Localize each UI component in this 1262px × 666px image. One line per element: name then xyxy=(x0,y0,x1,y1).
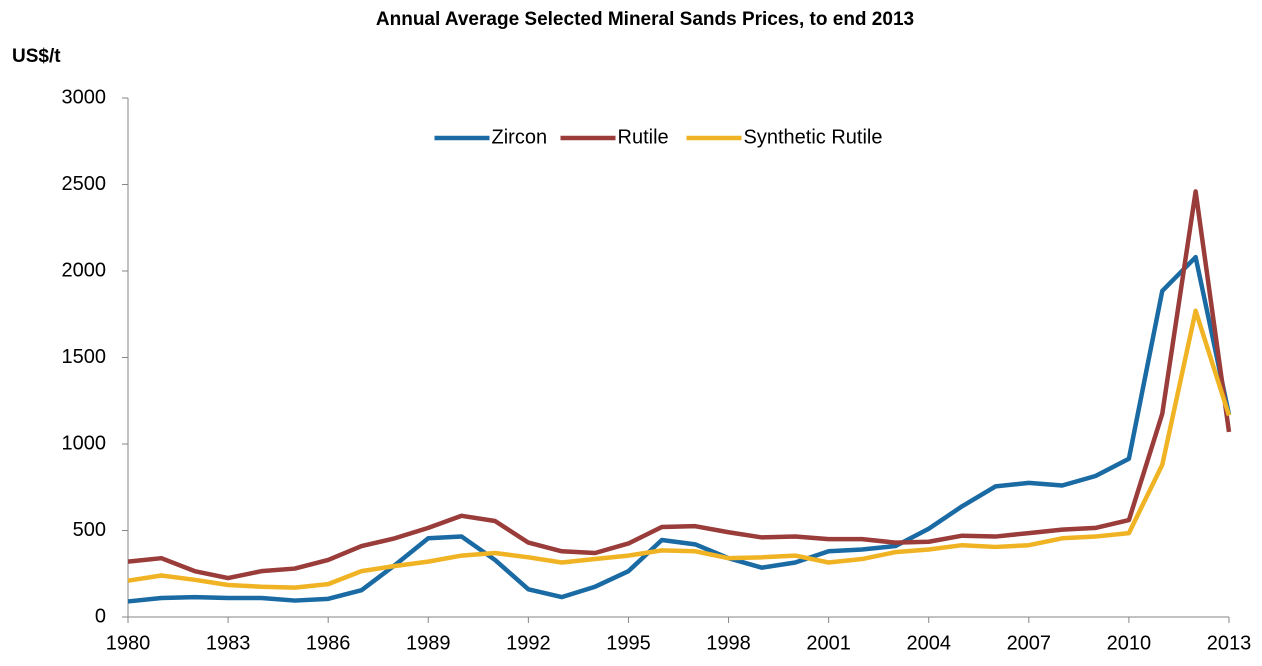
chart-title: Annual Average Selected Mineral Sands Pr… xyxy=(376,9,914,30)
y-tick-label: 3000 xyxy=(62,86,107,108)
y-axis-label: US$/t xyxy=(12,46,61,67)
y-tick-label: 1000 xyxy=(62,432,107,454)
y-tick-label: 500 xyxy=(73,519,106,541)
legend-label: Rutile xyxy=(618,126,669,148)
x-tick-label: 1998 xyxy=(706,632,751,654)
x-tick-label: 2010 xyxy=(1107,632,1152,654)
series-line xyxy=(127,308,1232,590)
y-tick-label: 1500 xyxy=(62,346,107,368)
legend-label: Zircon xyxy=(492,126,548,148)
x-tick-label: 1980 xyxy=(106,632,151,654)
x-tick-label: 2007 xyxy=(1007,632,1052,654)
x-tick-label: 1995 xyxy=(606,632,651,654)
x-tick-label: 2013 xyxy=(1207,632,1252,654)
y-tick-label: 2000 xyxy=(62,259,107,281)
x-tick-label: 1989 xyxy=(406,632,451,654)
x-tick-label: 1992 xyxy=(506,632,551,654)
series-line xyxy=(127,189,1232,581)
x-tick-label: 2001 xyxy=(806,632,851,654)
legend-label: Synthetic Rutile xyxy=(744,126,883,148)
y-tick-label: 0 xyxy=(95,605,106,627)
series-line xyxy=(127,254,1232,604)
y-tick-label: 2500 xyxy=(62,173,107,195)
x-tick-label: 2004 xyxy=(906,632,951,654)
x-tick-label: 1986 xyxy=(306,632,351,654)
x-tick-label: 1983 xyxy=(206,632,251,654)
